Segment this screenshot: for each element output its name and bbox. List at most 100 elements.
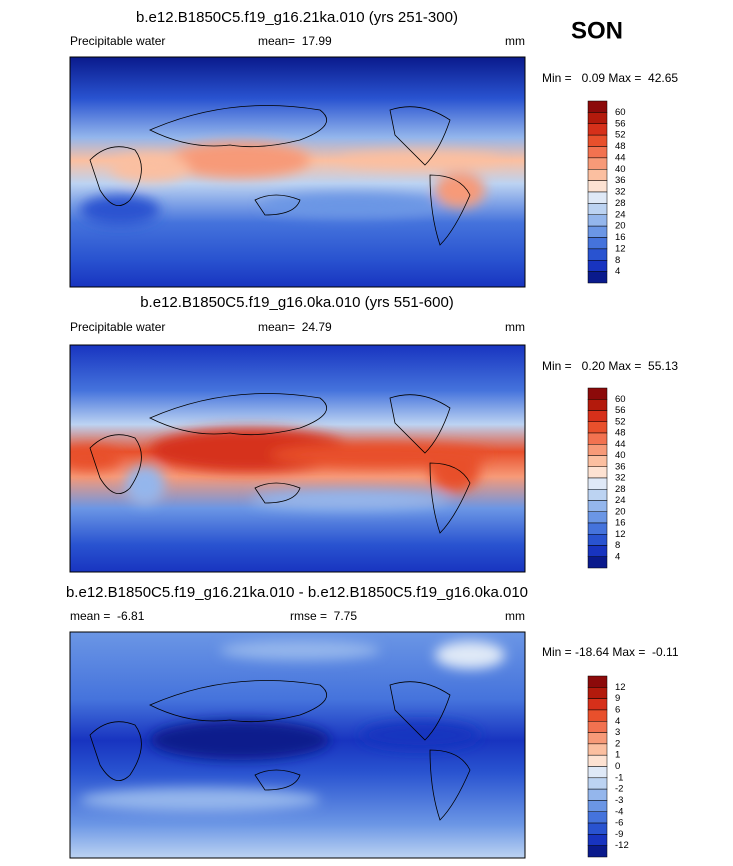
colorbar-box	[587, 834, 608, 846]
center-label: mean= 17.99	[258, 34, 332, 48]
colorbar-box	[587, 845, 608, 858]
colorbar-box	[587, 112, 608, 124]
colorbar-box	[587, 169, 608, 181]
colorbar-box	[587, 260, 608, 272]
colorbar-label: -6	[615, 818, 623, 829]
colorbar-box	[587, 743, 608, 756]
colorbar-box	[587, 545, 608, 557]
colorbar-box	[587, 477, 608, 490]
colorbar-label: 48	[615, 428, 626, 439]
map	[70, 345, 525, 572]
colorbar-box	[587, 225, 608, 238]
colorbar-label: 44	[615, 439, 626, 450]
colorbar-label: 3	[615, 727, 620, 738]
colorbar-box	[587, 466, 608, 479]
colorbar-label: 20	[615, 221, 626, 232]
colorbar-label: 32	[615, 187, 626, 198]
colorbar-box	[587, 788, 608, 801]
colorbar-box	[587, 180, 608, 193]
colorbar-box	[587, 500, 608, 512]
coastlines	[89, 105, 471, 821]
colorbar-label: 52	[615, 130, 626, 141]
colorbar-box	[587, 534, 608, 546]
season-label: SON	[571, 17, 623, 44]
colorbar-label: 60	[615, 107, 626, 118]
colorbar-label: -4	[615, 806, 623, 817]
units-label: mm	[505, 34, 525, 48]
colorbar-box	[587, 444, 608, 456]
colorbar-box	[587, 811, 608, 824]
colorbar-label: 9	[615, 693, 620, 704]
colorbar-label: 48	[615, 141, 626, 152]
colorbar-box	[587, 709, 608, 722]
colorbar-box	[587, 421, 608, 434]
colorbar-label: 52	[615, 416, 626, 427]
panel-title: b.e12.B1850C5.f19_g16.0ka.010 (yrs 551-6…	[140, 294, 454, 311]
colorbar-label: 8	[615, 540, 620, 551]
colorbar-box	[587, 556, 608, 569]
min-max: Min = 0.09 Max = 42.65	[542, 71, 678, 85]
colorbar-box	[587, 511, 608, 524]
colorbar-box	[587, 410, 608, 422]
colorbar-box	[587, 777, 608, 790]
colorbar-label: 56	[615, 405, 626, 416]
map	[70, 632, 525, 858]
panel-title: b.e12.B1850C5.f19_g16.21ka.010 - b.e12.B…	[66, 584, 528, 601]
colorbar-box	[587, 387, 608, 400]
colorbar-label: 4	[615, 716, 620, 727]
colorbar-label: 4	[615, 266, 620, 277]
colorbar-box	[587, 399, 608, 411]
colorbar-box	[587, 489, 608, 501]
units-label: mm	[505, 609, 525, 623]
colorbar-label: 28	[615, 198, 626, 209]
colorbar-label: 1	[615, 750, 620, 761]
colorbar-label: 40	[615, 450, 626, 461]
colorbar-label: 0	[615, 761, 620, 772]
colorbar-label: 20	[615, 506, 626, 517]
colorbar-label: -9	[615, 829, 623, 840]
colorbar-box	[587, 146, 608, 159]
colorbar-box	[587, 203, 608, 215]
colorbar-box	[587, 100, 608, 113]
colorbar-label: 32	[615, 473, 626, 484]
colorbar-label: -12	[615, 840, 629, 851]
colorbar-label: 16	[615, 232, 626, 243]
colorbar-box	[587, 698, 608, 711]
colorbar-label: 12	[615, 243, 626, 254]
colorbar-label: 36	[615, 461, 626, 472]
colorbar-label: 28	[615, 484, 626, 495]
colorbar-label: 8	[615, 255, 620, 266]
colorbar-box	[587, 237, 608, 250]
colorbar-label: 24	[615, 495, 626, 506]
colorbar-box	[587, 732, 608, 745]
colorbar-box	[587, 800, 608, 812]
colorbar-box	[587, 721, 608, 733]
colorbar-label: 2	[615, 738, 620, 749]
min-max: Min = 0.20 Max = 55.13	[542, 359, 678, 373]
colorbar-box	[587, 432, 608, 445]
colorbar-label: 60	[615, 394, 626, 405]
map-frames	[69, 56, 526, 859]
colorbar-box	[587, 766, 608, 779]
colorbar-box	[587, 675, 608, 688]
colorbar-label: 4	[615, 551, 620, 562]
colorbar-box	[587, 134, 608, 147]
left-label: mean = -6.81	[70, 609, 145, 623]
center-label: mean= 24.79	[258, 320, 332, 334]
colorbar-label: 56	[615, 118, 626, 129]
colorbar-label: 12	[615, 529, 626, 540]
colorbar-box	[587, 123, 608, 136]
colorbar-label: 16	[615, 518, 626, 529]
colorbar-box	[587, 248, 608, 261]
map	[70, 57, 525, 287]
colorbar-box	[587, 822, 608, 835]
colorbar-label: 36	[615, 175, 626, 186]
colorbar-label: 40	[615, 164, 626, 175]
colorbar-box	[587, 687, 608, 699]
colorbar-box	[587, 271, 608, 284]
colorbar-box	[587, 157, 608, 170]
left-label: Precipitable water	[70, 34, 165, 48]
colorbar-label: 24	[615, 209, 626, 220]
min-max: Min = -18.64 Max = -0.11	[542, 645, 679, 659]
